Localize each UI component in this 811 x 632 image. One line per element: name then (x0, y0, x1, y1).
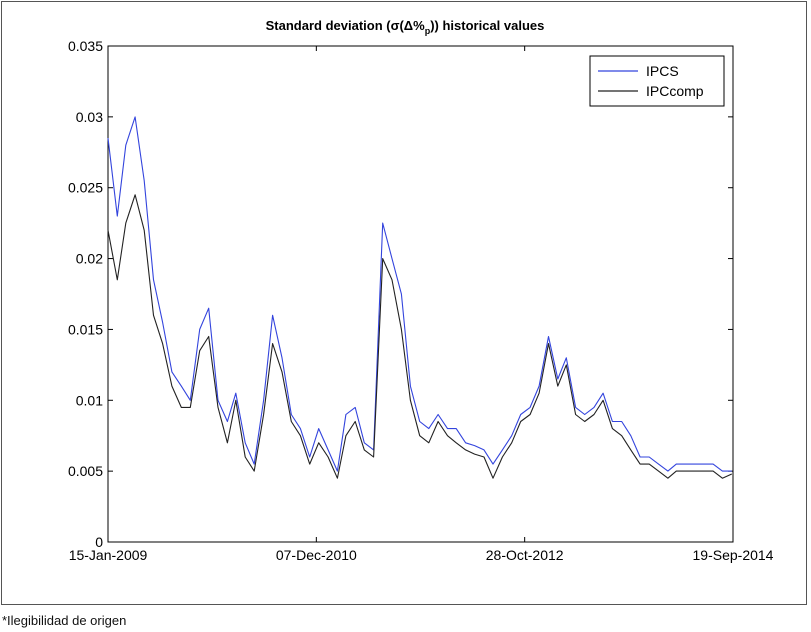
y-tick-label: 0 (95, 534, 103, 550)
plot-box (107, 45, 734, 543)
x-tick-label: 15-Jan-2009 (69, 547, 148, 563)
legend-label-ipccomp: IPCcomp (646, 83, 704, 99)
y-tick-label: 0.015 (68, 321, 103, 337)
y-tick-label: 0.02 (76, 251, 103, 267)
legend-box (589, 55, 725, 107)
y-tick-label: 0.03 (76, 109, 103, 125)
plot-area: 0 0.005 0.01 0.015 0.02 0.025 0.03 0.035 15-Jan-… (68, 38, 774, 563)
line-chart: Standard deviation (σ(Δ%p)) historical v… (68, 18, 774, 563)
chart-title-suffix: )) historical values (430, 18, 544, 33)
x-tick-label: 19-Sep-2014 (693, 547, 774, 563)
y-tick-label: 0.025 (68, 180, 103, 196)
legend-label-ipcs: IPCS (646, 63, 679, 79)
y-tick-label: 0.01 (76, 392, 103, 408)
chart-title-subscript: p (425, 26, 431, 36)
x-tick-label: 07-Dec-2010 (276, 547, 357, 563)
caption-note: *Ilegibilidad de origen (2, 613, 127, 628)
chart-title: Standard deviation (σ(Δ%p)) historical v… (266, 18, 545, 36)
y-tick-label: 0.035 (68, 38, 103, 54)
chart-title-prefix: Standard deviation (σ(Δ% (266, 18, 426, 33)
x-tick-label: 28-Oct-2012 (486, 547, 564, 563)
series-line-ipccomp (107, 194, 733, 479)
y-tick-label: 0.005 (68, 463, 103, 479)
series-line-ipcs (107, 116, 732, 472)
